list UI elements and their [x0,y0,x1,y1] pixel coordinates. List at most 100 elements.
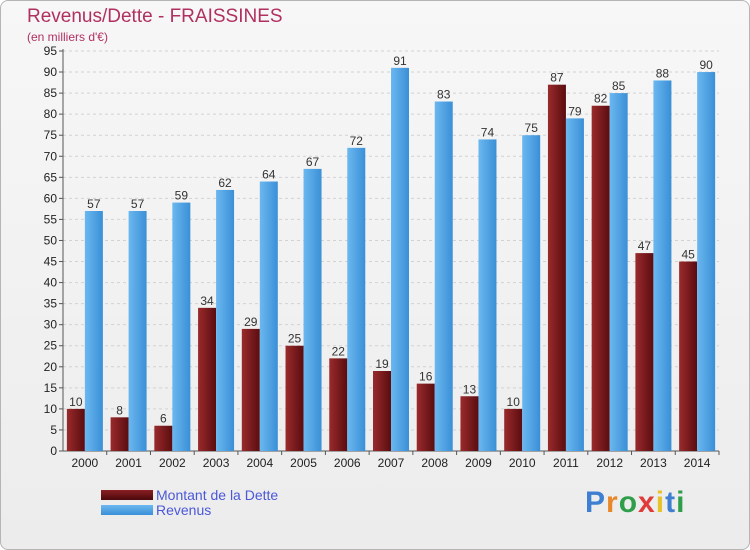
y-tick-label: 50 [44,233,58,247]
bar-dette [285,345,304,451]
bar-dette [547,84,566,452]
y-tick-label: 90 [44,65,58,79]
x-tick-labels: 2000 2001 2002 2003 2004 2005 2006 2007 2008 2009… [72,451,720,470]
bar-dette [504,408,523,451]
data-label: 62 [218,176,232,190]
x-tick-label: 2005 [290,456,317,470]
x-tick-label: 2000 [72,456,99,470]
x-tick-label: 2011 [553,456,579,470]
bar-revenus [172,202,191,451]
x-tick-label: 2003 [203,456,230,470]
y-tick-label: 15 [44,381,58,395]
logo-letter: x [638,486,656,519]
x-tick-label: 2004 [246,456,273,470]
data-label: 83 [437,88,451,102]
y-tick-label: 40 [44,276,58,290]
data-label: 79 [568,104,582,118]
bar-revenus [216,189,235,451]
x-tick-label: 2002 [159,456,186,470]
x-tick-label: 2012 [596,456,623,470]
y-tick-labels: 0 5 10 15 20 25 30 35 40 45 50 55 60 65 70 75 80 85 90 95 [44,44,58,458]
bar-dette [154,425,173,451]
bar-revenus [434,101,453,452]
data-label: 19 [375,357,389,371]
logo-letter: P [585,486,607,519]
data-label: 10 [507,395,521,409]
x-tick-label: 2001 [115,456,142,470]
data-label: 87 [550,71,564,85]
bar-dette [329,358,348,451]
logo-letter: i [676,486,686,519]
y-tick-label: 5 [50,423,57,437]
data-label: 22 [332,344,346,358]
x-tick-label: 2013 [640,456,667,470]
bar-dette [460,396,479,451]
data-label: 10 [69,395,83,409]
bar-revenus [697,72,716,451]
bar-revenus [303,168,322,452]
data-label: 25 [288,332,302,346]
data-label: 88 [656,66,670,80]
y-tick-label: 95 [44,44,58,58]
bar-revenus [391,67,409,451]
y-tick-label: 55 [44,212,58,226]
chart-title: Revenus/Dette - FRAISSINES [27,6,283,27]
bar-dette [198,307,217,451]
legend-swatch-dette [101,490,153,500]
legend-label-dette: Montant de la Dette [156,487,279,503]
logo-letter: r [606,486,619,519]
data-label: 67 [306,155,320,169]
x-tick-label: 2009 [465,456,492,470]
data-label: 29 [244,315,258,329]
y-tick-label: 0 [50,444,57,458]
y-tick-label: 20 [44,360,58,374]
x-tick-label: 2006 [334,456,361,470]
data-label: 75 [525,121,539,135]
logo-letter: o [618,486,639,519]
data-label: 57 [87,197,101,211]
bar-dette [241,328,260,451]
chart-subtitle: (en milliers d'€) [27,30,108,44]
y-tick-label: 10 [44,402,58,416]
proxiti-logo: Proxiti [585,486,685,520]
bar-revenus [522,135,541,452]
y-tick-label: 30 [44,318,58,332]
bar-revenus [84,211,103,451]
data-label: 72 [350,134,364,148]
bar-dette [591,105,610,451]
data-label: 8 [116,403,123,417]
bar-revenus [128,211,147,451]
data-label: 13 [463,382,477,396]
x-tick-label: 2007 [378,456,405,470]
data-label: 85 [612,79,626,93]
bar-dette [110,417,129,451]
y-tick-label: 80 [44,107,58,121]
data-label: 6 [160,412,167,426]
data-label: 57 [131,197,145,211]
logo-letter: t [665,486,677,519]
y-tick-label: 65 [44,170,58,184]
bar-revenus [653,80,672,451]
bar-dette [66,408,85,451]
x-tick-label: 2014 [684,456,711,470]
bar-dette [416,383,435,451]
bar-dette [635,253,654,451]
bar-revenus [609,93,628,452]
logo-letter: i [655,486,666,519]
bar-revenus [347,147,366,451]
y-tick-label: 75 [44,128,58,142]
data-label: 74 [481,125,495,139]
bar-dette [373,371,391,451]
y-tick-label: 85 [44,86,58,100]
y-tick-label: 25 [44,339,58,353]
y-tick-label: 35 [44,297,58,311]
x-tick-label: 2010 [509,456,536,470]
data-label: 59 [175,189,189,203]
data-label: 90 [699,58,713,72]
data-label: 82 [594,92,608,106]
y-tick-label: 70 [44,149,58,163]
legend-swatch-revenus [101,505,153,515]
bars: 10 57 8 57 6 59 34 62 29 64 25 67 22 72 19 91 16 83 13 74 10… [66,54,716,452]
